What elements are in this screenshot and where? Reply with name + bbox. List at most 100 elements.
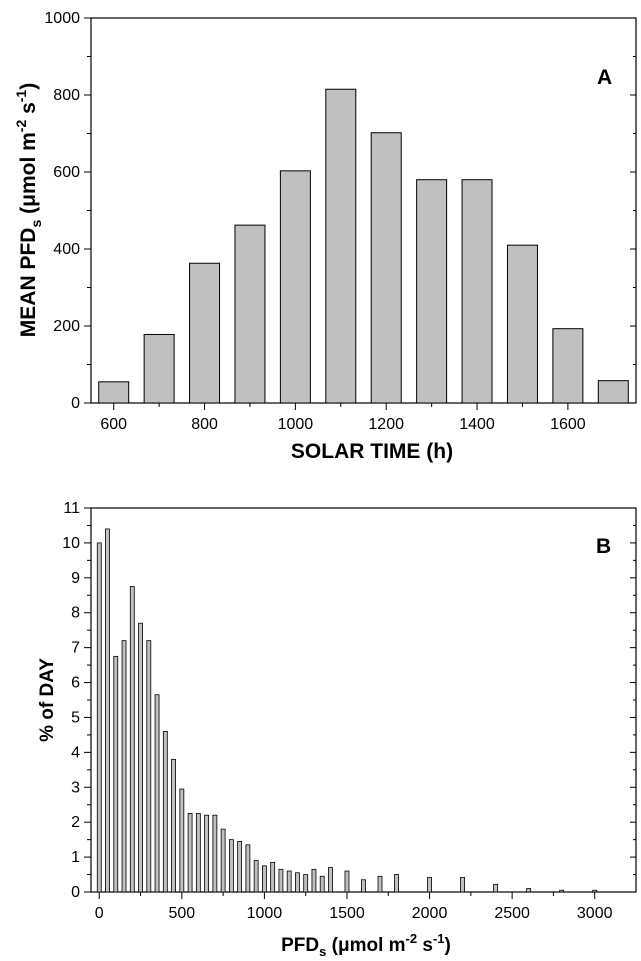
chart-b-x-axis-label-unit-mid: s <box>417 935 433 956</box>
chart-a-y-axis-label-exp2: -1 <box>13 90 29 103</box>
chart-a-x-axis-label: SOLAR TIME (h) <box>291 440 453 463</box>
chart-b-x-tick-label: 500 <box>168 905 195 922</box>
chart-a-y-tick-label: 200 <box>53 318 80 335</box>
chart-b-bar <box>228 839 234 893</box>
chart-b-bar <box>96 542 102 893</box>
chart-a-y-axis-label-unit-mid: s <box>17 102 40 120</box>
chart-b-y-tick-label: 4 <box>71 744 80 761</box>
chart-a-bar <box>98 381 130 404</box>
chart-a-bar <box>552 328 584 404</box>
chart-a-bar <box>506 244 538 404</box>
chart-b-panel-label: B <box>596 535 611 558</box>
chart-b-bar <box>204 814 210 893</box>
chart-a-y-axis-label-main: MEAN PFD <box>17 228 40 338</box>
chart-b-x-axis-label-unit-end: ) <box>445 935 451 956</box>
chart-b-bar <box>187 813 193 893</box>
chart-b-y-tick-label: 9 <box>71 570 80 587</box>
chart-b-bar <box>286 870 292 893</box>
chart-b-bar <box>237 840 243 893</box>
chart-a-bar <box>416 179 448 404</box>
chart-a-y-tick-label: 400 <box>53 241 80 258</box>
chart-b-x-axis-label-sub: s <box>319 944 326 959</box>
chart-b-bar <box>220 828 226 893</box>
chart-b-bar <box>361 879 366 893</box>
chart-a-x-tick-label: 1200 <box>368 416 404 433</box>
chart-a-y-tick-label: 800 <box>53 87 80 104</box>
chart-b-bar <box>344 870 350 893</box>
chart-b-bar <box>460 876 465 893</box>
chart-b-y-tick-label: 2 <box>71 814 80 831</box>
chart-b-bar <box>394 874 399 893</box>
chart-b-y-tick-label: 6 <box>71 675 80 692</box>
chart-b-bar <box>377 875 383 893</box>
chart-a-y-axis-label-sub: s <box>28 220 44 228</box>
chart-b-x-axis-label-unit: (μmol m <box>326 935 405 956</box>
chart-a-bar <box>189 262 221 404</box>
chart-b-bar <box>328 867 333 893</box>
chart-b-y-tick-label: 7 <box>71 640 80 657</box>
chart-b-bar <box>262 865 267 893</box>
chart-b: 0 500 1000 1500 2000 2500 3000 0 1 2 3 4 5 6 7 8 9 10 11 B… <box>37 500 637 959</box>
chart-b-x-axis-label: PFDs (μmol m-2 s-1) <box>281 931 451 959</box>
chart-b-x-tick-label: 1500 <box>329 905 365 922</box>
chart-a-y-axis-label: MEAN PFDs (μmol m-2 s-1) <box>13 83 44 337</box>
chart-a-x-tick-label: 1400 <box>459 416 495 433</box>
chart-b-x-axis-label-exp2: -1 <box>433 931 445 946</box>
chart-b-axes: 0 500 1000 1500 2000 2500 3000 0 1 2 3 4 5 6 7 8 9 10 11 <box>62 500 636 922</box>
chart-a-panel-label: A <box>597 66 612 89</box>
chart-b-bar <box>592 889 598 893</box>
chart-a-x-tick-label: 800 <box>191 416 218 433</box>
chart-a-y-axis-label-unit-end: ) <box>17 83 40 90</box>
chart-b-bar <box>245 844 251 893</box>
chart-a-bar <box>597 380 629 404</box>
chart-a: 600 800 1000 1200 1400 160002004006008001000 … <box>13 10 637 463</box>
chart-a-y-tick-label: 1000 <box>44 10 80 27</box>
chart-b-x-axis-label-exp1: -2 <box>406 931 418 946</box>
chart-b-y-tick-label: 0 <box>71 884 80 901</box>
chart-b-x-tick-label: 3000 <box>577 905 613 922</box>
chart-b-bars <box>96 528 598 893</box>
chart-b-bar <box>319 875 325 893</box>
chart-b-bar <box>179 788 185 893</box>
chart-b-bar <box>270 861 276 893</box>
chart-b-bar <box>129 586 135 893</box>
chart-b-bar <box>138 622 143 893</box>
chart-b-bar <box>278 868 284 893</box>
chart-b-bar <box>171 758 176 893</box>
chart-a-y-tick-label: 0 <box>71 395 80 412</box>
chart-a-bar <box>325 88 357 404</box>
chart-b-bar <box>311 868 317 893</box>
chart-a-bar <box>143 333 175 404</box>
chart-b-bar <box>295 872 300 893</box>
chart-b-bar <box>526 888 532 893</box>
chart-a-bar <box>279 170 311 404</box>
chart-a-bars <box>98 88 629 404</box>
chart-b-bar <box>559 889 565 893</box>
chart-b-x-axis-label-main: PFD <box>281 935 319 956</box>
chart-a-axes: 600 800 1000 1200 1400 1600 0 200 400 600 800 1000 <box>44 10 636 433</box>
chart-b-y-tick-label: 5 <box>71 709 80 726</box>
chart-a-bar <box>234 224 266 404</box>
chart-b-bar <box>162 731 168 893</box>
chart-b-bar <box>493 883 499 893</box>
chart-a-bar <box>461 179 493 404</box>
chart-a-y-axis-label-unit: (μmol m <box>17 132 40 220</box>
chart-a-x-tick-label: 600 <box>100 416 127 433</box>
chart-b-bar <box>212 814 218 893</box>
chart-b-x-tick-label: 1000 <box>247 905 283 922</box>
chart-b-x-tick-label: 2500 <box>494 905 530 922</box>
chart-b-y-tick-label: 10 <box>62 535 80 552</box>
chart-b-bar <box>121 640 127 893</box>
chart-b-bar <box>253 860 259 893</box>
chart-b-y-tick-label: 11 <box>63 500 80 517</box>
chart-a-x-tick-label: 1600 <box>550 416 586 433</box>
chart-b-y-tick-label: 8 <box>71 605 80 622</box>
chart-b-x-tick-label: 2000 <box>412 905 448 922</box>
chart-a-y-axis-label-exp1: -2 <box>13 120 29 133</box>
chart-b-y-tick-label: 3 <box>71 779 80 796</box>
chart-b-y-tick-label: 1 <box>71 849 80 866</box>
chart-b-bar <box>195 813 201 893</box>
chart-b-bar <box>105 528 110 893</box>
chart-b-bar <box>113 655 119 893</box>
